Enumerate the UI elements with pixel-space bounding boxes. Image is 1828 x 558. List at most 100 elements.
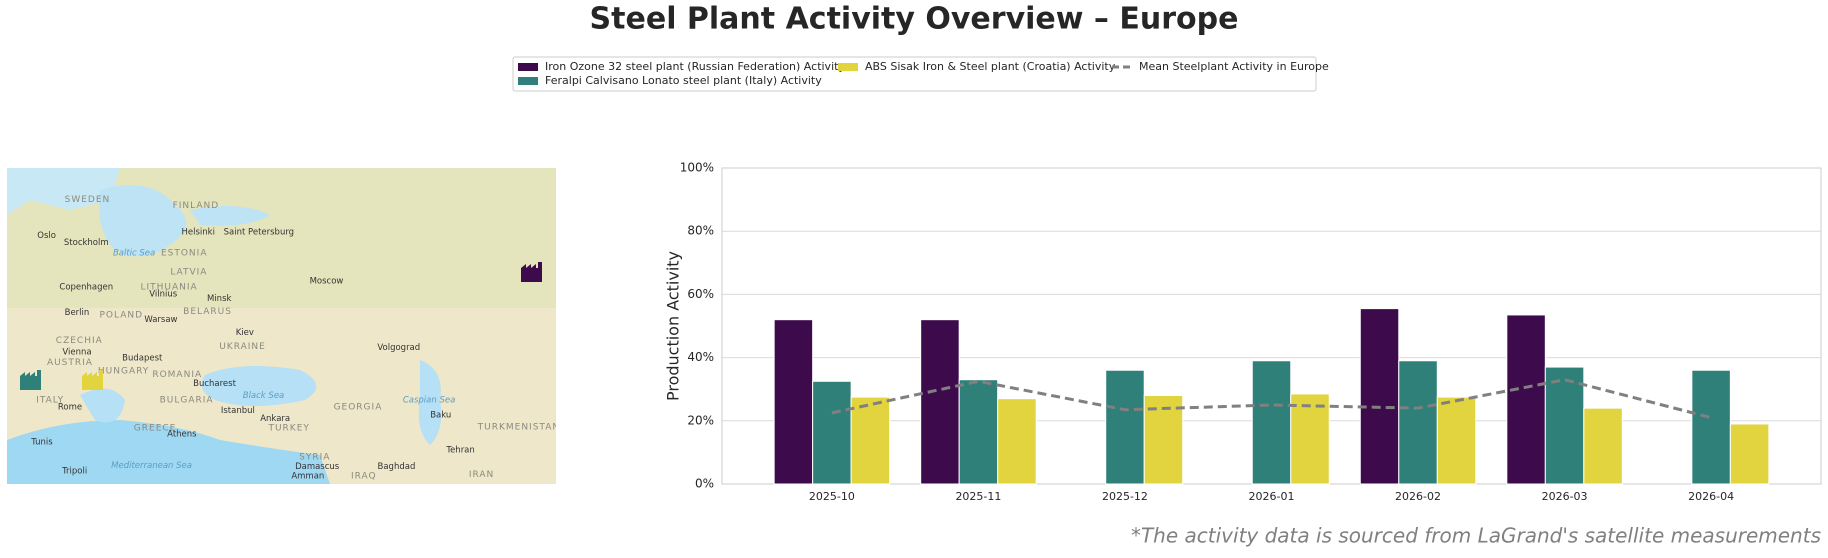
map-label: Vilnius [149, 289, 177, 299]
bar [773, 319, 814, 485]
map-label: IRAQ [351, 471, 377, 481]
legend-label: Mean Steelplant Activity in Europe [1139, 60, 1329, 73]
map-label: Copenhagen [59, 282, 113, 292]
map-label: Minsk [207, 294, 232, 304]
legend-swatch [838, 63, 858, 71]
map-label: BELARUS [183, 307, 232, 317]
footnote: *The activity data is sourced from LaGra… [1131, 524, 1821, 548]
map-label: CZECHIA [56, 336, 103, 346]
x-tick-label: 2025-12 [1102, 490, 1148, 503]
plant-icon [521, 262, 542, 282]
legend-swatch [518, 77, 538, 85]
plant-icon [20, 370, 41, 390]
map-label: FINLAND [173, 201, 220, 211]
map-label: Black Sea [243, 391, 285, 401]
bar [1544, 366, 1585, 485]
legend-swatch [518, 63, 538, 71]
map-label: LITHUANIA [140, 282, 197, 292]
map-label: Mediterranean Sea [111, 461, 192, 471]
y-tick-label: 60% [687, 287, 714, 301]
y-axis-label: Production Activity [664, 251, 683, 401]
map-label: Tunis [30, 438, 53, 448]
y-tick-label: 20% [687, 413, 714, 427]
y-tick-label: 40% [687, 350, 714, 364]
map-label: BULGARIA [160, 396, 214, 406]
map-water [201, 366, 317, 406]
bar [1359, 308, 1400, 485]
x-tick-label: 2026-01 [1249, 490, 1295, 503]
map-label: UKRAINE [219, 342, 266, 352]
map-label: Saint Petersburg [224, 228, 294, 238]
map-labels: SWEDEN FINLAND Helsinki Saint Petersburg Osl… [30, 195, 560, 481]
map-label: TURKMENISTAN [477, 422, 560, 432]
map-label: Istanbul [221, 406, 255, 416]
map-label: POLAND [99, 310, 143, 320]
x-tick-label: 2025-11 [955, 490, 1001, 503]
bar [1729, 423, 1770, 485]
x-tick-label: 2025-10 [809, 490, 855, 503]
map-label: Baku [430, 411, 451, 421]
map-label: ITALY [36, 396, 64, 406]
legend-label: Iron Ozone 32 steel plant (Russian Feder… [545, 60, 845, 73]
legend-label: Feralpi Calvisano Lonato steel plant (It… [545, 74, 822, 87]
map-label: Baghdad [378, 462, 416, 472]
map-water [7, 420, 330, 484]
map-label: Amman [291, 471, 324, 481]
y-tick-label: 100% [680, 161, 714, 175]
map-label: Vienna [62, 348, 91, 358]
legend-label: ABS Sisak Iron & Steel plant (Croatia) A… [865, 60, 1116, 73]
map-water [80, 388, 125, 423]
map-label: Warsaw [144, 315, 177, 325]
map-water [99, 185, 187, 257]
bar [1290, 393, 1330, 485]
map-label: Berlin [65, 308, 90, 318]
x-tick-label: 2026-04 [1688, 490, 1734, 503]
bar [1105, 369, 1145, 485]
map-label: SYRIA [299, 453, 330, 463]
map-water [7, 168, 120, 215]
map-label: SWEDEN [65, 195, 111, 205]
map-label: ESTONIA [161, 249, 208, 259]
bar [1398, 360, 1438, 485]
map-label: IRAN [469, 470, 494, 480]
y-tick-label: 80% [687, 224, 714, 238]
map-water [190, 206, 270, 226]
map-label: Tehran [445, 446, 474, 456]
map-label: HUNGARY [98, 366, 149, 376]
map-label: Ankara [260, 414, 290, 424]
bar [850, 396, 891, 485]
bar [1436, 396, 1477, 485]
map-label: GREECE [134, 424, 177, 434]
map-label: Budapest [122, 354, 163, 364]
plant-icon [82, 370, 103, 390]
bar [1251, 360, 1292, 485]
map-label: Helsinki [181, 228, 214, 238]
bar [997, 398, 1037, 485]
map-label: Caspian Sea [403, 396, 455, 406]
map-label: Stockholm [64, 238, 109, 248]
map-label: Athens [167, 429, 197, 439]
bar [958, 379, 999, 485]
bar [1506, 314, 1546, 485]
bar [1691, 369, 1731, 485]
map-label: Volgograd [377, 343, 420, 353]
map-label: Bucharest [193, 379, 236, 389]
map: SWEDEN FINLAND Helsinki Saint Petersburg Osl… [7, 168, 560, 484]
map-label: AUSTRIA [47, 358, 93, 368]
map-label: TURKEY [267, 424, 309, 434]
bar [1583, 407, 1623, 485]
x-tick-label: 2026-03 [1542, 490, 1588, 503]
map-label: Tripoli [61, 467, 87, 477]
map-label: GEORGIA [334, 403, 383, 413]
map-label: Kiev [236, 328, 254, 338]
map-water [418, 360, 442, 445]
map-label: LATVIA [170, 267, 207, 277]
map-label: ROMANIA [152, 370, 202, 380]
y-tick-label: 0% [695, 477, 714, 491]
map-label: Baltic Sea [113, 249, 155, 259]
chart-title: Steel Plant Activity Overview – Europe [590, 2, 1239, 37]
bar [920, 319, 960, 485]
map-label: Moscow [310, 277, 344, 287]
